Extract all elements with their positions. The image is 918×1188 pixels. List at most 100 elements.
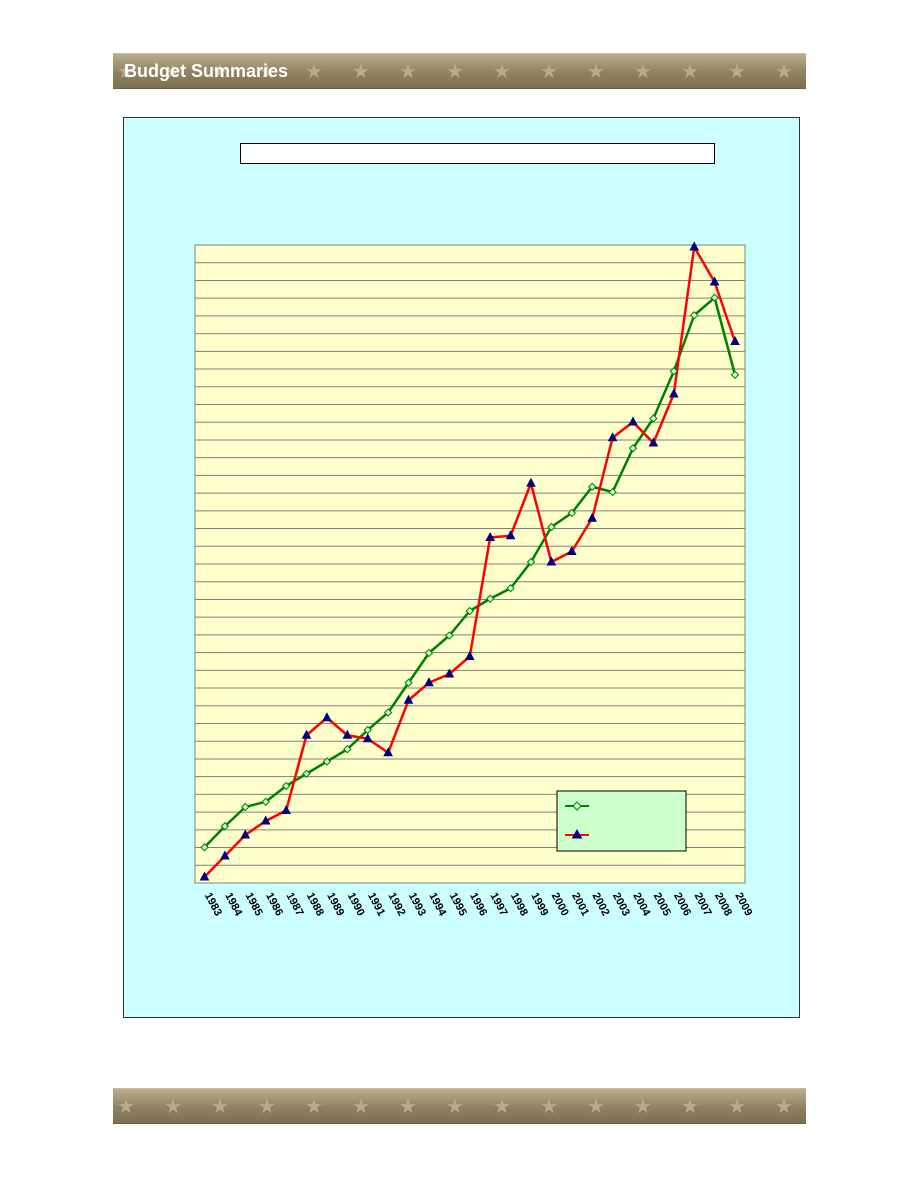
x-tick-label: 1995 <box>447 891 469 918</box>
x-tick-label: 2002 <box>590 891 612 918</box>
data-point-marker <box>689 241 700 251</box>
x-tick-label: 2009 <box>732 891 754 918</box>
data-point-marker <box>506 584 515 593</box>
header-banner: ★ ★ ★ ★ ★ ★ ★ ★ ★ ★ ★ ★ ★ ★ ★ Budget Summaries <box>113 53 806 89</box>
star-icon: ★ <box>117 1094 135 1118</box>
chart-title-box <box>240 143 715 164</box>
star-icon: ★ <box>399 59 417 83</box>
x-tick-label: 2000 <box>549 891 571 918</box>
star-icon: ★ <box>587 1094 605 1118</box>
star-icon: ★ <box>634 59 652 83</box>
data-point-marker <box>547 522 556 532</box>
footer-banner: ★ ★ ★ ★ ★ ★ ★ ★ ★ ★ ★ ★ ★ ★ ★ <box>113 1088 806 1124</box>
data-point-marker <box>526 477 536 487</box>
data-point-marker <box>587 482 597 491</box>
data-point-marker <box>505 530 516 540</box>
star-row: ★ ★ ★ ★ ★ ★ ★ ★ ★ ★ ★ ★ ★ ★ ★ <box>113 54 806 88</box>
data-point-marker <box>730 335 740 345</box>
data-point-marker <box>220 822 230 831</box>
star-icon: ★ <box>399 1094 417 1118</box>
star-icon: ★ <box>634 1094 652 1118</box>
data-point-marker <box>730 370 740 379</box>
data-point-marker <box>567 508 576 518</box>
data-point-marker <box>260 815 271 825</box>
x-tick-label: 1985 <box>243 891 265 918</box>
x-tick-label: 2003 <box>610 891 632 918</box>
data-point-marker <box>199 871 210 881</box>
legend-box <box>556 790 687 852</box>
x-tick-label: 2006 <box>671 891 693 918</box>
data-point-marker <box>240 829 251 839</box>
data-point-marker <box>608 487 617 497</box>
data-point-marker <box>628 444 638 453</box>
data-point-marker <box>648 437 659 447</box>
star-icon: ★ <box>587 59 605 83</box>
x-tick-label: 1991 <box>365 891 387 918</box>
data-point-marker <box>424 648 434 658</box>
star-icon: ★ <box>728 59 746 83</box>
data-point-marker <box>546 556 557 566</box>
star-icon: ★ <box>493 1094 511 1118</box>
data-point-marker <box>445 631 454 640</box>
x-tick-label: 1999 <box>528 891 550 918</box>
data-point-marker <box>689 311 699 320</box>
data-point-marker <box>322 712 332 722</box>
data-point-marker <box>343 745 352 754</box>
x-tick-label: 1984 <box>222 891 244 919</box>
star-row: ★ ★ ★ ★ ★ ★ ★ ★ ★ ★ ★ ★ ★ ★ ★ <box>113 1089 806 1123</box>
x-tick-label: 1988 <box>304 891 326 918</box>
legend-marker-series-a <box>572 801 582 811</box>
x-axis-labels: 1983198419851986198719881989199019911992… <box>202 891 755 919</box>
data-point-marker <box>465 606 474 616</box>
star-icon: ★ <box>258 1094 276 1118</box>
data-point-marker <box>200 843 209 852</box>
star-icon: ★ <box>540 1094 558 1118</box>
x-tick-label: 2001 <box>569 891 591 918</box>
data-point-marker <box>607 432 618 442</box>
data-point-marker <box>669 367 678 376</box>
x-tick-label: 1990 <box>345 891 367 918</box>
star-icon: ★ <box>775 59 793 83</box>
star-icon: ★ <box>681 59 699 83</box>
data-point-marker <box>383 747 393 757</box>
gridlines <box>195 262 745 866</box>
x-tick-label: 1992 <box>385 891 407 918</box>
data-point-marker <box>709 276 720 286</box>
data-point-marker <box>710 293 719 302</box>
star-icon: ★ <box>211 1094 229 1118</box>
x-tick-label: 1987 <box>283 891 305 918</box>
x-tick-label: 1983 <box>202 891 224 918</box>
star-icon: ★ <box>164 59 182 83</box>
data-point-marker <box>649 414 658 423</box>
star-icon: ★ <box>211 59 229 83</box>
star-icon: ★ <box>775 1094 793 1118</box>
data-point-marker <box>526 557 536 567</box>
x-tick-label: 1996 <box>467 891 489 918</box>
star-icon: ★ <box>493 59 511 83</box>
data-point-marker <box>342 729 353 739</box>
data-point-marker <box>403 694 414 704</box>
data-point-marker <box>220 850 230 860</box>
x-tick-label: 1993 <box>406 891 428 918</box>
data-point-marker <box>281 781 291 791</box>
data-point-marker <box>668 388 679 398</box>
x-tick-label: 2007 <box>692 891 714 918</box>
legend <box>556 790 687 852</box>
data-point-marker <box>362 733 373 743</box>
data-point-marker <box>302 769 311 778</box>
data-point-marker <box>485 594 495 603</box>
x-tick-label: 1989 <box>324 891 346 918</box>
star-icon: ★ <box>446 59 464 83</box>
data-point-marker <box>404 678 413 687</box>
data-point-marker <box>587 512 598 522</box>
x-tick-label: 1986 <box>263 891 285 918</box>
series-markers <box>199 241 740 881</box>
data-point-marker <box>301 729 312 739</box>
data-point-marker <box>322 757 332 766</box>
data-point-marker <box>485 531 495 541</box>
x-tick-label: 1994 <box>426 891 448 919</box>
star-icon: ★ <box>352 1094 370 1118</box>
x-tick-label: 2005 <box>651 891 673 918</box>
star-icon: ★ <box>305 1094 323 1118</box>
star-icon: ★ <box>258 59 276 83</box>
